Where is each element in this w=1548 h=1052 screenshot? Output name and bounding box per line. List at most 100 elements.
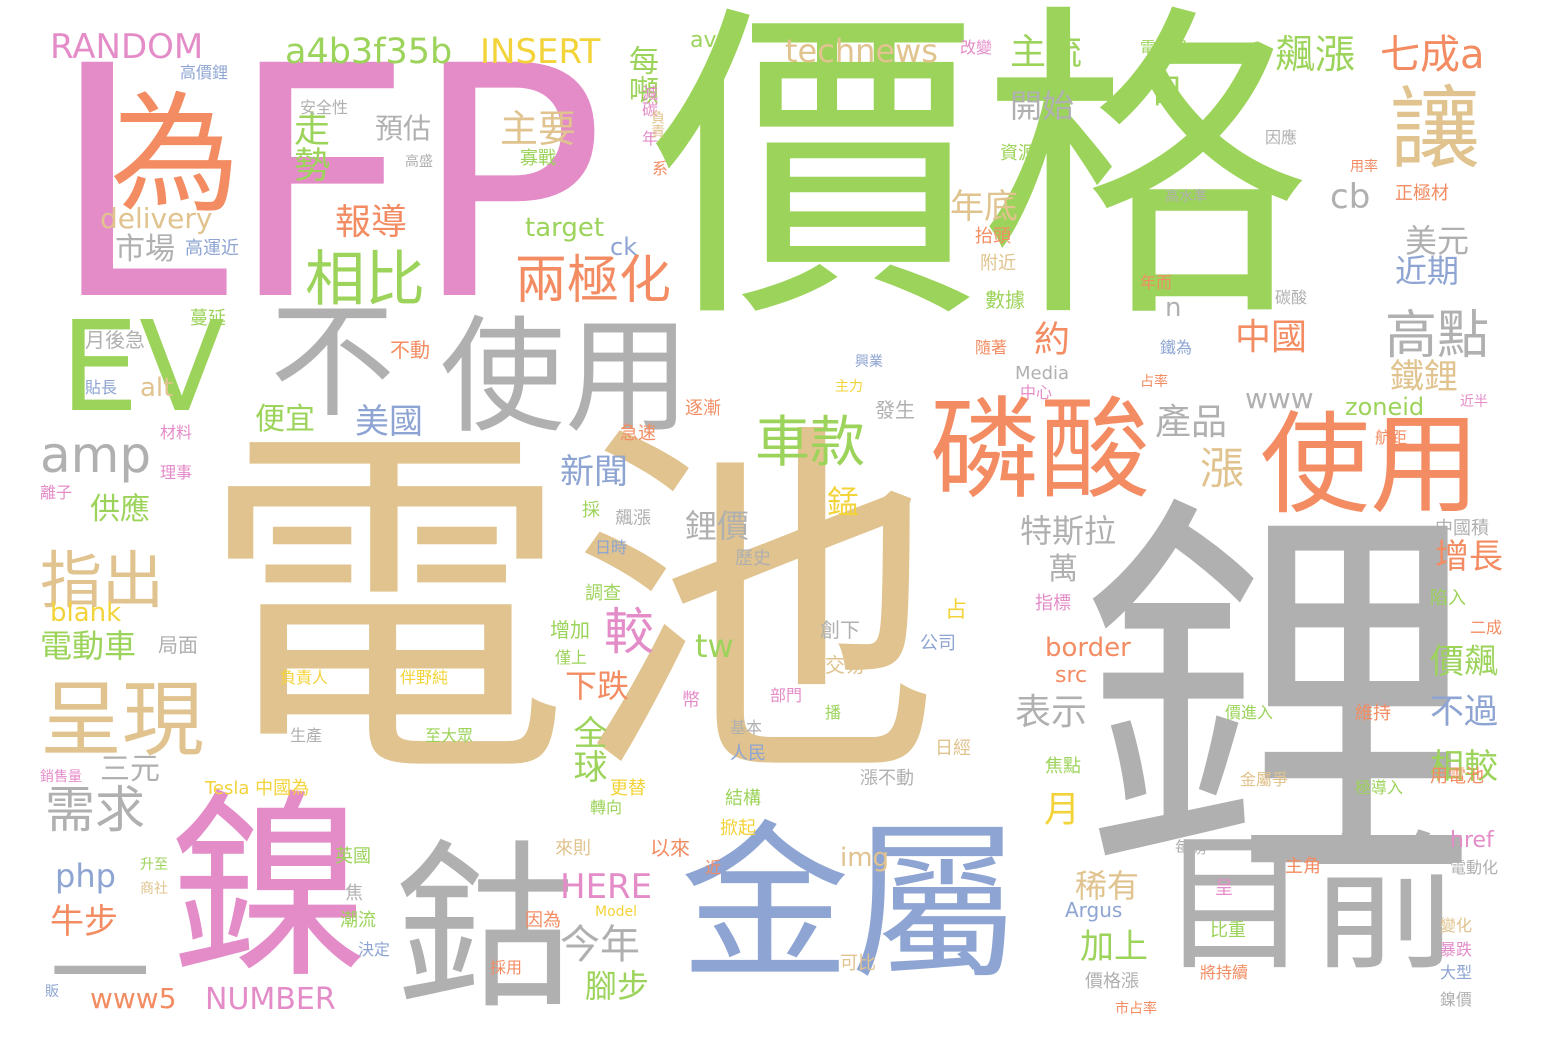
cloud-word: 局面 (158, 633, 198, 657)
cloud-word: 兩極化 (515, 251, 672, 311)
cloud-word: 較 (596, 605, 654, 655)
cloud-word: www (1245, 382, 1314, 415)
cloud-word: 不過 (1430, 692, 1498, 732)
cloud-word: 因應 (1265, 128, 1298, 147)
cloud-word: 主力 (835, 379, 863, 395)
cloud-word: img (840, 843, 890, 873)
cloud-word: src (1055, 663, 1088, 688)
cloud-word: cb (1330, 177, 1371, 217)
cloud-word: 比重 (1210, 920, 1246, 941)
cloud-word: amp (40, 426, 152, 484)
cloud-word: 日時 (595, 538, 628, 557)
cloud-word: 發生 (875, 398, 915, 422)
cloud-word: 近期 (1395, 252, 1460, 290)
cloud-word: 鎳價 (1440, 990, 1473, 1009)
cloud-word: 歷史 (735, 548, 771, 569)
cloud-word: 電動車 (40, 627, 137, 665)
cloud-word: 用電池 (1430, 766, 1484, 787)
cloud-word: NUMBER (205, 982, 336, 1017)
cloud-word: 創下 (820, 618, 860, 642)
cloud-word: 更替 (610, 778, 646, 799)
cloud-word: 負責 (649, 110, 665, 138)
cloud-word: 碳酸 (1275, 288, 1308, 307)
cloud-word: 增長 (1435, 537, 1503, 577)
cloud-word: ck (610, 233, 638, 261)
cloud-word: 資源 (1000, 143, 1036, 164)
cloud-word: 占率 (1140, 374, 1168, 390)
cloud-word: 新聞 (560, 452, 628, 492)
cloud-word: 近半 (1460, 394, 1488, 410)
cloud-word: 一 (50, 916, 150, 1033)
cloud-word: 三元 (100, 752, 160, 787)
cloud-word: 金屬 (680, 806, 1021, 1004)
cloud-word: 鐵為 (1160, 338, 1193, 357)
cloud-word: 基本 (730, 718, 763, 737)
cloud-word: avw (690, 28, 735, 53)
cloud-word: 離子 (40, 483, 73, 502)
cloud-word: tw (695, 627, 734, 665)
cloud-word: 調查 (585, 583, 621, 604)
cloud-word: 播 (825, 703, 842, 722)
cloud-word: zoneid (1345, 393, 1425, 421)
cloud-word: 近 (705, 858, 722, 877)
cloud-word: 採 (579, 500, 600, 518)
cloud-word: 高點 (1385, 306, 1490, 366)
cloud-word: 生產 (290, 726, 323, 745)
cloud-word: 中國積 (1435, 518, 1489, 539)
cloud-word: 商社 (140, 881, 168, 897)
cloud-word: 大型 (1440, 963, 1473, 982)
cloud-word: 部門 (770, 686, 803, 705)
cloud-word: 航距 (1375, 428, 1408, 447)
cloud-word: 開始 (1010, 87, 1075, 125)
cloud-word: 指標 (1035, 593, 1071, 614)
cloud-word: Tesla 中國為 (205, 778, 310, 799)
cloud-word: 高水準 (1165, 189, 1207, 205)
cloud-word: blank (50, 598, 122, 628)
cloud-word: 供應 (90, 492, 150, 527)
cloud-word: 主要 (500, 107, 577, 151)
cloud-word: 減碳 (639, 85, 658, 117)
cloud-word: 鋰價 (685, 507, 750, 545)
cloud-word: 採用 (490, 958, 523, 977)
cloud-word: 販 (45, 984, 59, 1000)
cloud-word: 變化 (1440, 916, 1473, 935)
cloud-word: 以來 (650, 836, 690, 860)
cloud-word: 將持續 (1200, 963, 1249, 982)
cloud-word: 僅上 (555, 648, 588, 667)
cloud-word: 至大眾 (425, 726, 474, 745)
cloud-word: 全球 (567, 715, 607, 783)
cloud-word: 負責人 (280, 668, 329, 687)
cloud-word: 幣 (679, 690, 700, 708)
cloud-word: 高運近 (185, 238, 239, 259)
cloud-word: 下跌 (565, 667, 630, 705)
cloud-word: 貼長 (85, 378, 118, 397)
cloud-word: 電池級 (1140, 38, 1189, 57)
cloud-word: 表示 (1015, 692, 1088, 733)
cloud-word: 理事 (160, 463, 193, 482)
cloud-word: php (55, 857, 116, 895)
cloud-word: 走勢 (288, 110, 329, 182)
cloud-word: 鐵鋰 (1390, 357, 1458, 397)
cloud-word: 陷入 (1430, 588, 1466, 609)
cloud-word: 稀有 (1075, 867, 1140, 905)
cloud-word: 日經 (935, 738, 971, 759)
cloud-word: 使用 (440, 305, 690, 450)
cloud-word: 價格 (650, 0, 1310, 362)
cloud-word: 維持 (1355, 703, 1391, 724)
cloud-word: 中國 (1235, 317, 1308, 358)
cloud-word: 美元 (1405, 222, 1470, 260)
cloud-word: 決定 (358, 940, 391, 959)
cloud-word: LFP (50, 0, 606, 371)
cloud-word: 相比 (305, 245, 425, 315)
cloud-word: 約 (1028, 320, 1069, 356)
cloud-word: target (525, 213, 605, 243)
cloud-word: 人民 (730, 743, 766, 764)
cloud-word: 鎳 (170, 773, 371, 1006)
cloud-word: 公司 (920, 633, 956, 654)
cloud-word: 錳 (822, 485, 860, 517)
cloud-word: 便宜 (255, 402, 315, 437)
cloud-word: 日 (1150, 72, 1184, 112)
cloud-word: Media (1015, 363, 1070, 384)
cloud-word: 產品 (1155, 402, 1228, 443)
